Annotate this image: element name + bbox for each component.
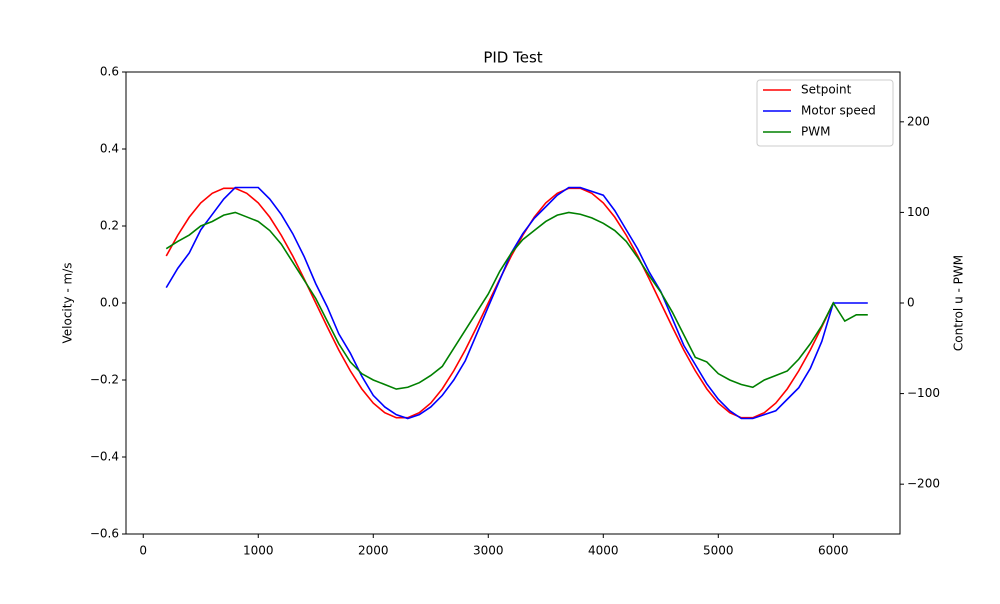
y-tick-label: 0.6	[100, 65, 119, 79]
legend-label: Motor speed	[801, 104, 876, 118]
legend-box	[756, 79, 894, 147]
y2-tick-label: 0	[907, 296, 915, 310]
x-tick-label: 0	[139, 544, 147, 558]
series-line	[165, 187, 835, 419]
x-tick-label: 3000	[473, 544, 504, 558]
legend-label: Setpoint	[801, 83, 852, 97]
y-tick-label: 0.2	[100, 219, 119, 233]
series-line	[165, 186, 868, 420]
y2-tick-label: 100	[907, 205, 930, 219]
x-tick-label: 4000	[588, 544, 619, 558]
y-tick-label: −0.4	[90, 450, 119, 464]
series-line	[165, 211, 868, 390]
y-axis-label: Velocity - m/s	[61, 262, 75, 343]
plot-frame	[125, 71, 901, 535]
y-tick-label: −0.2	[90, 373, 119, 387]
y-tick-label: 0.4	[100, 142, 119, 156]
x-tick-label: 2000	[358, 544, 389, 558]
x-tick-label: 5000	[703, 544, 734, 558]
y2-tick-label: −200	[907, 477, 940, 491]
y-tick-label: −0.6	[90, 527, 119, 541]
y-tick-label: 0.0	[100, 296, 119, 310]
y2-axis-label: Control u - PWM	[952, 255, 966, 351]
x-tick-label: 6000	[818, 544, 849, 558]
chart-title: PID Test	[483, 49, 542, 67]
y2-tick-label: 200	[907, 114, 930, 128]
x-tick-label: 1000	[243, 544, 274, 558]
y2-tick-label: −100	[907, 386, 940, 400]
legend-label: PWM	[801, 125, 830, 139]
